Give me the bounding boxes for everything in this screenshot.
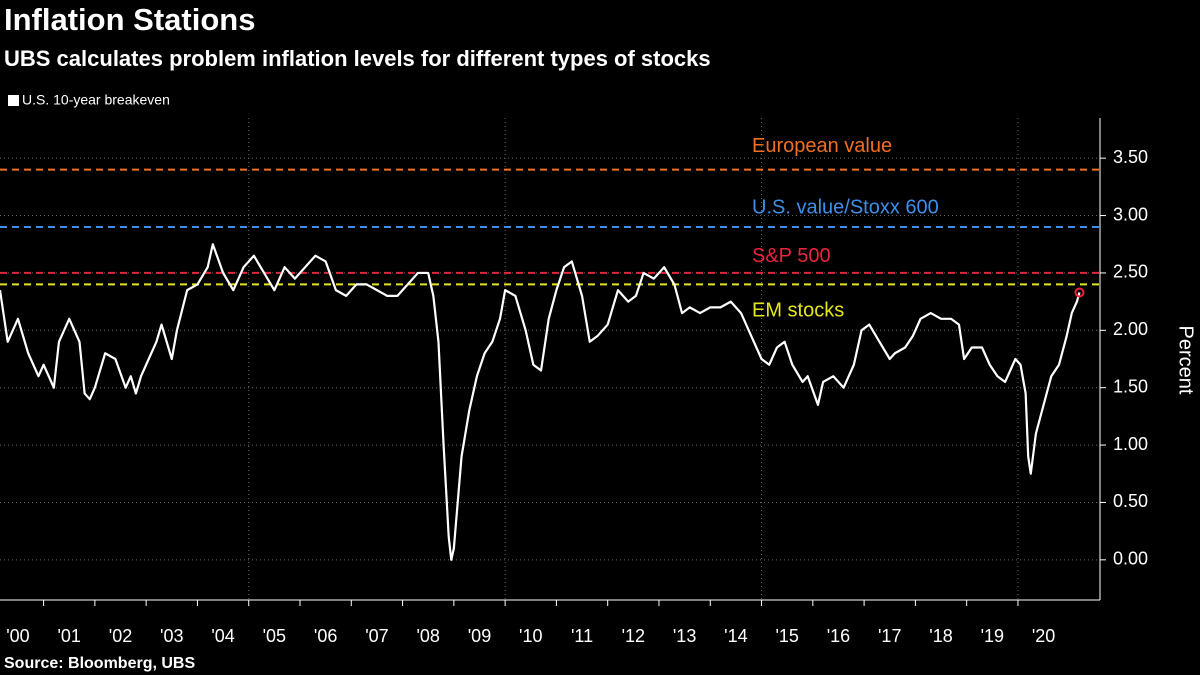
reference-label: EM stocks xyxy=(752,300,844,322)
x-tick-label: '17 xyxy=(878,626,901,646)
x-tick-label: '15 xyxy=(775,626,798,646)
x-tick-label: '04 xyxy=(211,626,234,646)
y-tick-label: 3.00 xyxy=(1113,204,1148,224)
y-tick-label: 1.50 xyxy=(1113,376,1148,396)
x-tick-label: '20 xyxy=(1032,626,1055,646)
y-tick-label: 0.00 xyxy=(1113,549,1148,569)
x-tick-label: '01 xyxy=(57,626,80,646)
reference-label: U.S. value/Stoxx 600 xyxy=(752,196,939,218)
x-tick-label: '14 xyxy=(724,626,747,646)
x-tick-label: '12 xyxy=(622,626,645,646)
data-line xyxy=(0,243,1081,561)
x-tick-label: '06 xyxy=(314,626,337,646)
chart-title: Inflation Stations xyxy=(4,2,255,37)
reference-label: S&P 500 xyxy=(752,245,831,267)
reference-label: European value xyxy=(752,135,892,157)
x-tick-label: '11 xyxy=(571,626,593,646)
x-tick-label: '09 xyxy=(468,626,491,646)
legend-swatch xyxy=(8,95,19,106)
source: Source: Bloomberg, UBS xyxy=(4,655,195,672)
x-tick-label: '03 xyxy=(160,626,183,646)
x-tick-label: '10 xyxy=(519,626,542,646)
y-tick-label: 3.50 xyxy=(1113,147,1148,167)
x-tick-label: '19 xyxy=(981,626,1004,646)
x-tick-label: '00 xyxy=(6,626,29,646)
x-tick-label: '18 xyxy=(929,626,952,646)
legend-label: U.S. 10-year breakeven xyxy=(22,92,170,108)
y-tick-label: 2.00 xyxy=(1113,319,1148,339)
y-tick-label: 0.50 xyxy=(1113,491,1148,511)
y-tick-label: 2.50 xyxy=(1113,262,1148,282)
x-tick-label: '13 xyxy=(673,626,696,646)
chart-subtitle: UBS calculates problem inflation levels … xyxy=(4,46,711,71)
y-axis-label: Percent xyxy=(1175,326,1197,395)
last-point-marker xyxy=(1074,287,1085,298)
x-tick-label: '07 xyxy=(365,626,388,646)
x-tick-label: '05 xyxy=(263,626,286,646)
x-tick-label: '16 xyxy=(827,626,850,646)
x-tick-label: '08 xyxy=(416,626,439,646)
x-tick-label: '02 xyxy=(109,626,132,646)
y-tick-label: 1.00 xyxy=(1113,434,1148,454)
